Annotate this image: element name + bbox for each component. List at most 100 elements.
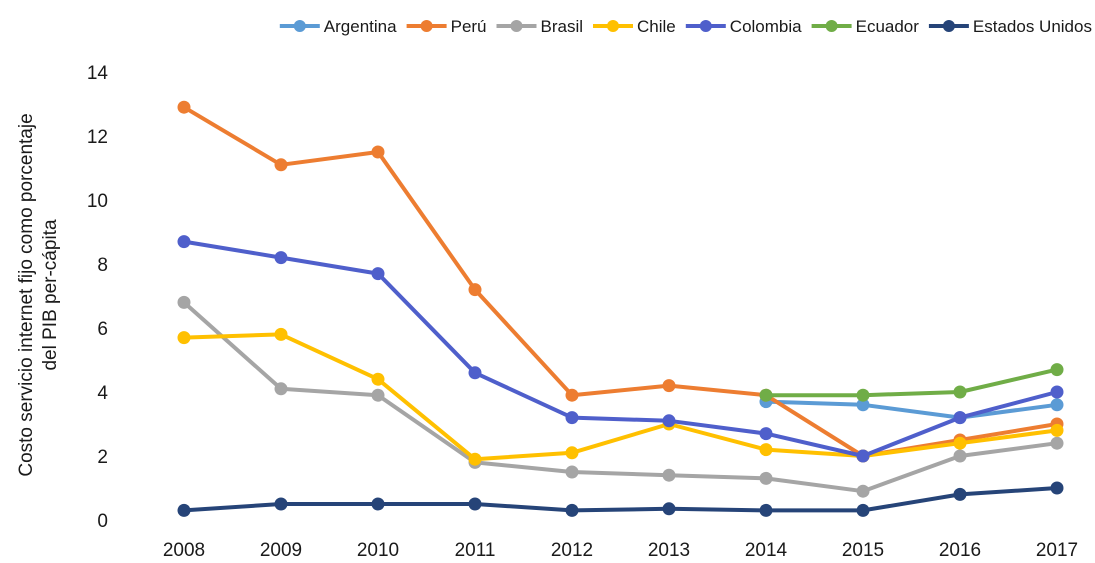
data-point [662, 502, 676, 516]
data-point [759, 503, 773, 517]
legend-item-chile: Chile [593, 17, 676, 36]
data-point [565, 388, 579, 402]
data-point [371, 388, 385, 402]
series-line-chile [182, 332, 1059, 462]
x-tick-label: 2009 [260, 540, 302, 561]
legend-label: Ecuador [856, 17, 920, 36]
x-tick-label: 2014 [745, 540, 788, 561]
chart-series [177, 100, 1064, 517]
series-colombia [177, 235, 1064, 463]
data-point [274, 158, 288, 172]
data-point [565, 446, 579, 460]
y-tick-label: 12 [87, 127, 108, 148]
data-point [177, 100, 191, 114]
data-point [371, 145, 385, 159]
legend-swatch-marker [510, 20, 523, 32]
y-axis-title-line-2: del PIB per-cápita [40, 219, 61, 370]
legend-swatch-marker [607, 20, 619, 32]
legend-label: Chile [637, 17, 676, 36]
data-point [177, 295, 191, 309]
series-chile [177, 327, 1064, 466]
data-point [177, 331, 191, 345]
data-point [1050, 363, 1064, 377]
data-point [274, 497, 288, 511]
series-line-brasil [182, 300, 1059, 494]
data-point [856, 449, 870, 463]
data-point [953, 487, 967, 501]
y-axis: 0 2 4 6 8 10 12 14 [87, 63, 109, 532]
x-tick-label: 2013 [648, 540, 690, 561]
legend-item-ecuador: Ecuador [811, 17, 920, 36]
series-line-colombia [182, 239, 1059, 458]
data-point [177, 235, 191, 249]
x-tick-label: 2016 [939, 540, 981, 561]
legend-item-colombia: Colombia [685, 17, 802, 36]
data-point [177, 503, 191, 517]
x-tick-label: 2008 [163, 540, 205, 561]
series-line-estados-unidos [182, 486, 1059, 513]
y-axis-title: Costo servicio internet fijo como porcen… [16, 113, 61, 476]
series-ecuador [759, 363, 1064, 402]
series-line-ecuador [764, 367, 1059, 398]
y-tick-label: 6 [97, 319, 108, 340]
data-point [662, 468, 676, 482]
y-tick-label: 4 [97, 383, 108, 404]
data-point [759, 427, 773, 441]
data-point [856, 398, 870, 412]
data-point [371, 372, 385, 386]
data-point [759, 388, 773, 402]
series-brasil [177, 295, 1064, 498]
data-point [468, 283, 482, 297]
data-point [468, 452, 482, 466]
x-tick-label: 2017 [1036, 540, 1078, 561]
data-point [274, 327, 288, 341]
data-point [371, 267, 385, 281]
data-point [565, 503, 579, 517]
legend-swatch-marker [825, 20, 838, 32]
y-tick-label: 8 [97, 255, 108, 276]
x-tick-label: 2011 [455, 540, 496, 561]
data-point [274, 251, 288, 265]
y-tick-label: 2 [97, 447, 108, 468]
data-point [565, 465, 579, 479]
y-tick-label: 0 [97, 511, 108, 532]
data-point [371, 497, 385, 511]
data-point [468, 366, 482, 380]
series-estados-unidos [177, 481, 1064, 517]
legend-label: Brasil [541, 17, 584, 36]
legend-label: Estados Unidos [973, 17, 1092, 36]
data-point [856, 388, 870, 402]
x-axis: 2008 2009 2010 2011 2012 2013 2014 2015 2016 2017 [163, 540, 1078, 561]
series-line-peru [182, 105, 1059, 458]
data-point [1050, 423, 1064, 437]
legend-label: Argentina [324, 17, 397, 36]
legend-label: Perú [451, 17, 487, 36]
x-tick-label: 2015 [842, 540, 884, 561]
data-point [1050, 385, 1064, 399]
data-point [662, 379, 676, 393]
data-point [953, 449, 967, 463]
y-tick-label: 10 [87, 191, 108, 212]
legend-swatch-marker [420, 20, 433, 32]
data-point [856, 503, 870, 517]
legend-swatch-marker [293, 20, 306, 32]
legend-item-peru: Perú [406, 17, 487, 36]
legend-label: Colombia [730, 17, 802, 36]
chart-legend: Argentina Perú Brasil Chile Colombia Ecuador E… [279, 17, 1092, 36]
legend-item-estados-unidos: Estados Unidos [928, 17, 1092, 36]
x-tick-label: 2012 [551, 540, 593, 561]
data-point [856, 484, 870, 498]
data-point [565, 411, 579, 425]
data-point [1050, 398, 1064, 412]
series-line-argentina [764, 399, 1059, 420]
legend-item-argentina: Argentina [279, 17, 397, 36]
y-axis-title-line-1: Costo servicio internet fijo como porcen… [16, 113, 37, 476]
legend-swatch-marker [942, 20, 955, 32]
legend-item-brasil: Brasil [496, 17, 584, 36]
data-point [953, 385, 967, 399]
x-tick-label: 2010 [357, 540, 399, 561]
data-point [1050, 481, 1064, 495]
series-peru [177, 100, 1064, 463]
data-point [662, 414, 676, 428]
